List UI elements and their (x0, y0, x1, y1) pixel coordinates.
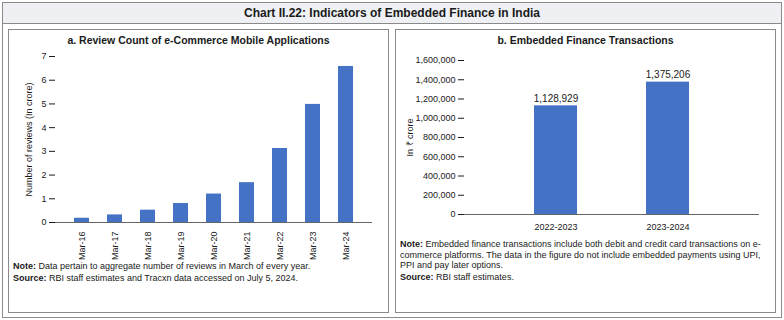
svg-text:Mar-23: Mar-23 (308, 232, 318, 261)
html-text:a. Review Count of e-Commerce: a. Review Count of e-Commerce Mobile App… (67, 34, 330, 46)
svg-text:400,000: 400,000 (423, 171, 456, 181)
svg-text:600,000: 600,000 (423, 152, 456, 162)
svg-text:1,200,000: 1,200,000 (415, 94, 455, 104)
svg-text:1,600,000: 1,600,000 (415, 55, 455, 65)
svg-text:200,000: 200,000 (423, 190, 456, 200)
svg-text:1: 1 (41, 194, 46, 204)
svg-text:6: 6 (41, 75, 46, 85)
svg-text:5: 5 (41, 99, 46, 109)
svg-text:0: 0 (450, 209, 455, 219)
svg-text:Mar-18: Mar-18 (143, 232, 153, 261)
html-text:Source: RBI staff estimates.: Source: RBI staff estimates. (400, 271, 514, 282)
svg-text:In ₹ crore: In ₹ crore (405, 118, 415, 156)
html-text:Chart II.22: Indicators of Emb: Chart II.22: Indicators of Embedded Fina… (244, 6, 540, 20)
html-text:Note: Data pertain to aggregat: Note: Data pertain to aggregate number o… (13, 261, 311, 271)
svg-text:0: 0 (41, 217, 46, 227)
svg-text:4: 4 (41, 123, 46, 133)
svg-text:Mar-20: Mar-20 (209, 232, 219, 261)
svg-text:1,000,000: 1,000,000 (415, 113, 455, 123)
svg-text:1,128,929: 1,128,929 (534, 93, 579, 104)
svg-text:Number of reviews (In crore): Number of reviews (In crore) (24, 82, 34, 196)
html-text:b. Embedded Finance Transactio: b. Embedded Finance Transactions (497, 34, 674, 46)
html-text:Note: Embedded finance transac: Note: Embedded finance transactions incl… (400, 239, 761, 271)
svg-text:800,000: 800,000 (423, 132, 456, 142)
svg-text:Mar-24: Mar-24 (341, 232, 351, 261)
svg-text:Mar-19: Mar-19 (176, 232, 186, 261)
svg-text:7: 7 (41, 51, 46, 61)
svg-text:2023-2024: 2023-2024 (646, 222, 689, 232)
svg-text:1,400,000: 1,400,000 (415, 75, 455, 85)
svg-text:3: 3 (41, 146, 46, 156)
svg-text:Mar-22: Mar-22 (275, 232, 285, 261)
html-text:Source: RBI staff estimates an: Source: RBI staff estimates and Tracxn d… (13, 272, 298, 283)
svg-text:Mar-16: Mar-16 (77, 232, 87, 261)
svg-text:1,375,206: 1,375,206 (646, 69, 691, 80)
svg-text:2: 2 (41, 170, 46, 180)
svg-text:Mar-21: Mar-21 (242, 232, 252, 261)
svg-text:Mar-17: Mar-17 (110, 232, 120, 261)
svg-text:2022-2023: 2022-2023 (534, 222, 577, 232)
